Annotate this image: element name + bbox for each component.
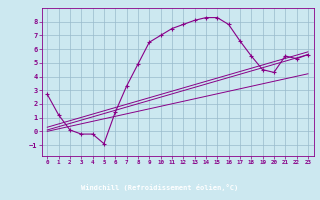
Text: Windchill (Refroidissement éolien,°C): Windchill (Refroidissement éolien,°C): [81, 184, 239, 191]
